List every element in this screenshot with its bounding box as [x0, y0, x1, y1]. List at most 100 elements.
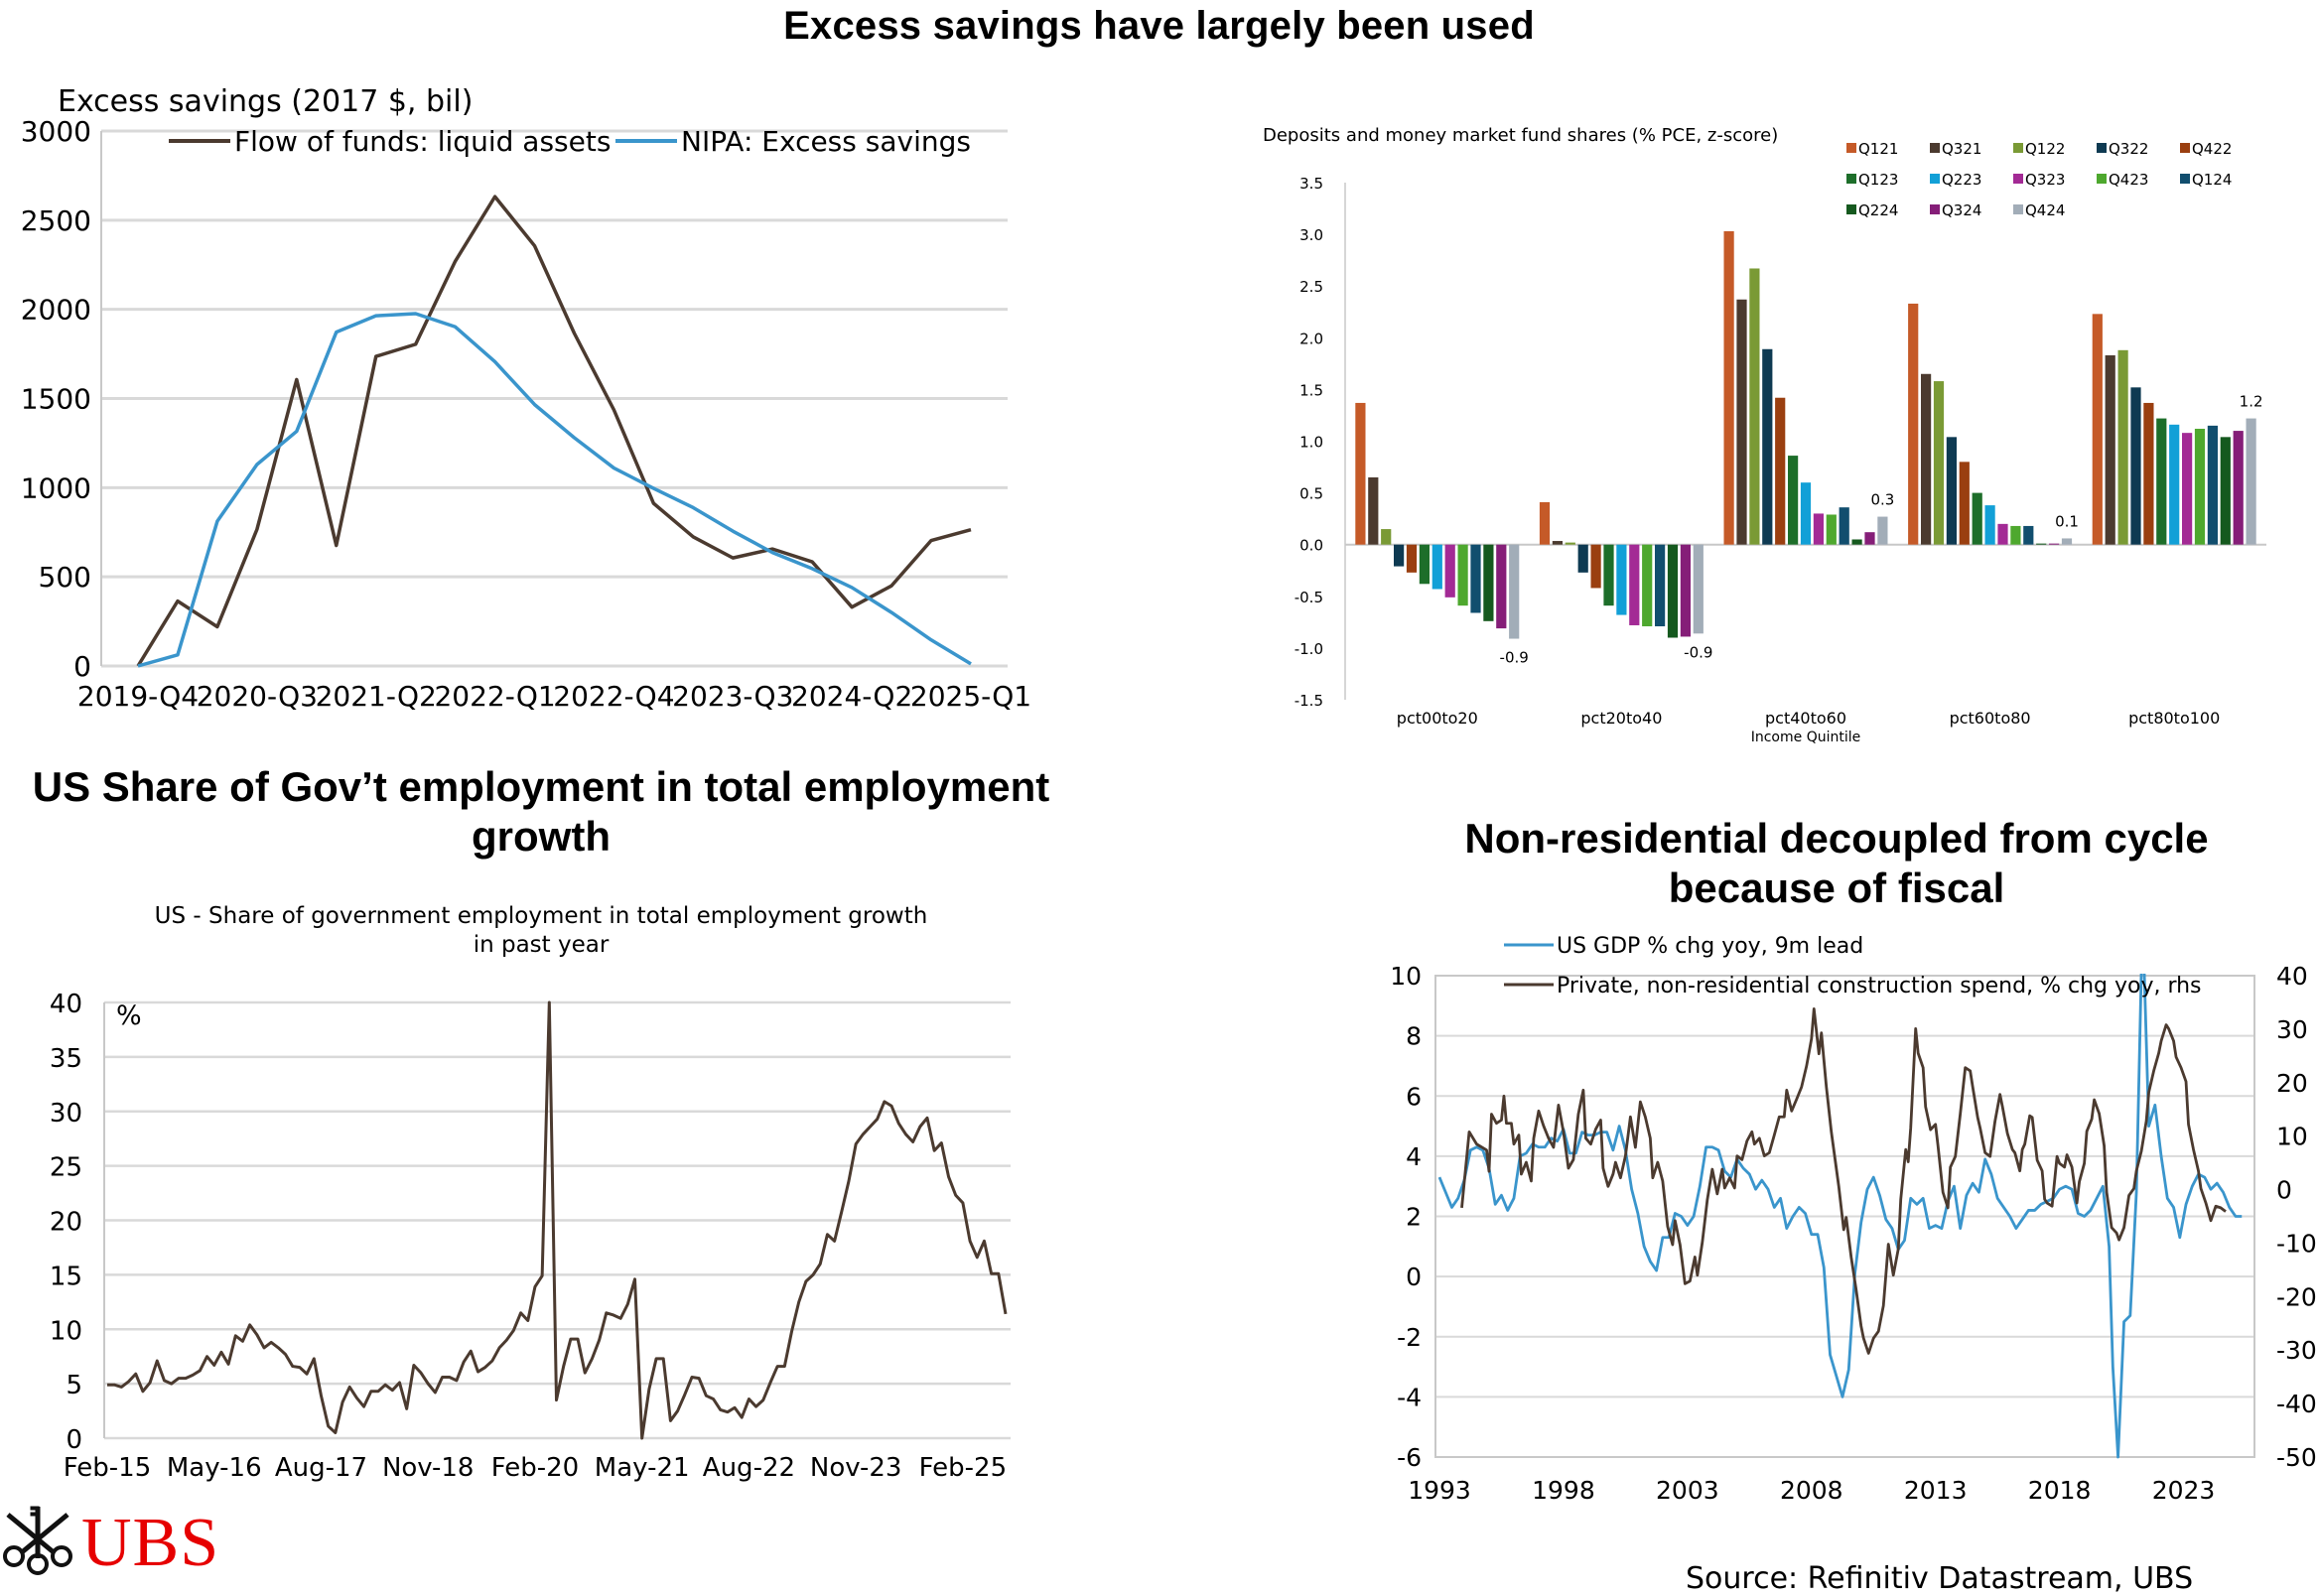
y-tick-label: 1.0 [1299, 434, 1323, 452]
legend-swatch [1930, 174, 1940, 184]
y-tick-label: 0 [1406, 1263, 1422, 1291]
bar-Q422-pct00to20 [1407, 545, 1417, 573]
y-tick-label: 15 [50, 1262, 82, 1291]
y-tick-label: 25 [50, 1153, 82, 1183]
series-line-1 [138, 314, 971, 666]
bar-Q223-pct60to80 [1985, 505, 1995, 545]
bar-Q124-pct00to20 [1470, 545, 1480, 613]
legend-label-0: Flow of funds: liquid assets [234, 125, 611, 158]
x-tick-label: 2022-Q1 [434, 680, 555, 713]
bar-Q322-pct60to80 [1947, 437, 1957, 544]
bar-Q422-pct20to40 [1591, 545, 1601, 589]
bar-Q123-pct60to80 [1973, 493, 1982, 545]
legend-label: Q322 [2109, 140, 2148, 158]
x-tick-label: 2025-Q1 [910, 680, 1031, 713]
bar-Q124-pct80to100 [2208, 426, 2218, 545]
x-tick-label: May-21 [595, 1453, 690, 1483]
y-axis-label: Excess savings (2017 $, bil) [58, 84, 473, 119]
bar-Q223-pct40to60 [1801, 482, 1811, 545]
y-tick-label: 2.5 [1299, 278, 1323, 296]
bar-Q322-pct80to100 [2130, 387, 2140, 544]
x-tick-label: 2023-Q3 [672, 680, 793, 713]
y-tick-label: 2 [1406, 1203, 1422, 1232]
y-tick-label: 2000 [21, 294, 91, 327]
bar-Q124-pct40to60 [1840, 507, 1849, 545]
x-tick-label: Feb-20 [491, 1453, 580, 1483]
bar-Q124-pct20to40 [1655, 545, 1665, 626]
x-tick-label: 1993 [1408, 1476, 1471, 1505]
bar-Q122-pct40to60 [1749, 268, 1759, 544]
y-tick-label: 10 [1390, 962, 1422, 991]
bar-Q224-pct00to20 [1483, 545, 1493, 621]
non-residential-title-text: Non-residential decoupled from cycle bec… [1464, 815, 2208, 911]
x-tick-label: Nov-18 [382, 1453, 475, 1483]
y-tick-label: 40 [50, 990, 82, 1019]
bar-Q422-pct40to60 [1775, 398, 1785, 545]
y2-tick-label: -10 [2276, 1229, 2317, 1258]
bar-Q323-pct40to60 [1814, 513, 1824, 544]
legend-label: Q323 [2025, 171, 2065, 189]
ubs-logo-text: UBS [81, 1504, 219, 1583]
x-tick-label: Feb-15 [64, 1453, 152, 1483]
gov-employment-title: US Share of Gov’t employment in total em… [0, 762, 1082, 862]
bar-Q122-pct20to40 [1566, 543, 1575, 545]
bar-Q321-pct20to40 [1553, 541, 1563, 545]
x-tick-label: Aug-17 [275, 1453, 367, 1483]
legend-swatch [1930, 204, 1940, 214]
bar-Q424-pct00to20 [1509, 545, 1519, 639]
bar-Q424-pct60to80 [2062, 538, 2072, 544]
x-tick-label: 2023 [2152, 1476, 2216, 1505]
non-residential-title: Non-residential decoupled from cycle bec… [1400, 814, 2273, 913]
legend-label: Q124 [2192, 171, 2232, 189]
bar-Q224-pct60to80 [2036, 544, 2046, 545]
legend-swatch [2013, 174, 2023, 184]
main-title: Excess savings have largely been used [0, 4, 2318, 49]
y-tick-label: 0.0 [1299, 537, 1323, 555]
legend-label: Q422 [2192, 140, 2232, 158]
source-note: Source: Refinitiv Datastream, UBS [1686, 1561, 2193, 1596]
chart-subtitle: in past year [474, 932, 610, 958]
legend-label-1: NIPA: Excess savings [681, 125, 971, 158]
y-tick-label: 1500 [21, 383, 91, 416]
bar-Q121-pct60to80 [1908, 304, 1918, 545]
legend-label: Q223 [1942, 171, 1981, 189]
legend-label: Q423 [2109, 171, 2148, 189]
x-tick-label: May-16 [167, 1453, 262, 1483]
bar-Q224-pct20to40 [1668, 545, 1678, 638]
legend-label: Q321 [1942, 140, 1981, 158]
y-tick-label: 3.5 [1299, 175, 1323, 193]
bar-Q121-pct00to20 [1355, 403, 1365, 545]
bar-Q423-pct80to100 [2195, 429, 2205, 545]
y2-tick-label: -50 [2276, 1443, 2317, 1472]
x-tick-label: Aug-22 [703, 1453, 795, 1483]
legend-swatch [2013, 204, 2023, 214]
bar-Q122-pct00to20 [1381, 529, 1391, 545]
y2-tick-label: 20 [2276, 1069, 2308, 1098]
y-tick-label: 1000 [21, 471, 91, 504]
y2-tick-label: -30 [2276, 1336, 2317, 1365]
excess-savings-chart: Excess savings (2017 $, bil)050010001500… [0, 79, 1052, 734]
deposits-zscore-chart: Deposits and money market fund shares (%… [1231, 109, 2318, 754]
y-tick-label: 6 [1406, 1082, 1422, 1111]
bar-Q424-pct40to60 [1877, 517, 1887, 545]
y-tick-label: -2 [1397, 1323, 1422, 1352]
y-tick-label: 30 [50, 1099, 82, 1129]
y-tick-label: 35 [50, 1044, 82, 1074]
y-tick-label: -0.5 [1295, 589, 1323, 606]
bar-Q121-pct40to60 [1724, 231, 1734, 545]
y-tick-label: 8 [1406, 1022, 1422, 1051]
legend-swatch [2097, 174, 2107, 184]
bar-Q122-pct60to80 [1934, 381, 1944, 545]
x-tick-label: 2018 [2028, 1476, 2092, 1505]
y-tick-label: -4 [1397, 1383, 1422, 1411]
y-tick-label: -1.5 [1295, 692, 1323, 710]
x-tick-label: pct60to80 [1950, 709, 2031, 728]
x-tick-label: pct00to20 [1397, 709, 1478, 728]
gov-employment-chart: US - Share of government employment in t… [0, 893, 1052, 1499]
bar-Q423-pct40to60 [1827, 514, 1837, 544]
bar-Q322-pct20to40 [1578, 545, 1588, 573]
x-tick-label: Nov-23 [810, 1453, 902, 1483]
x-tick-label: 1998 [1532, 1476, 1595, 1505]
bar-Q323-pct00to20 [1445, 545, 1455, 598]
bar-Q323-pct80to100 [2182, 433, 2192, 545]
